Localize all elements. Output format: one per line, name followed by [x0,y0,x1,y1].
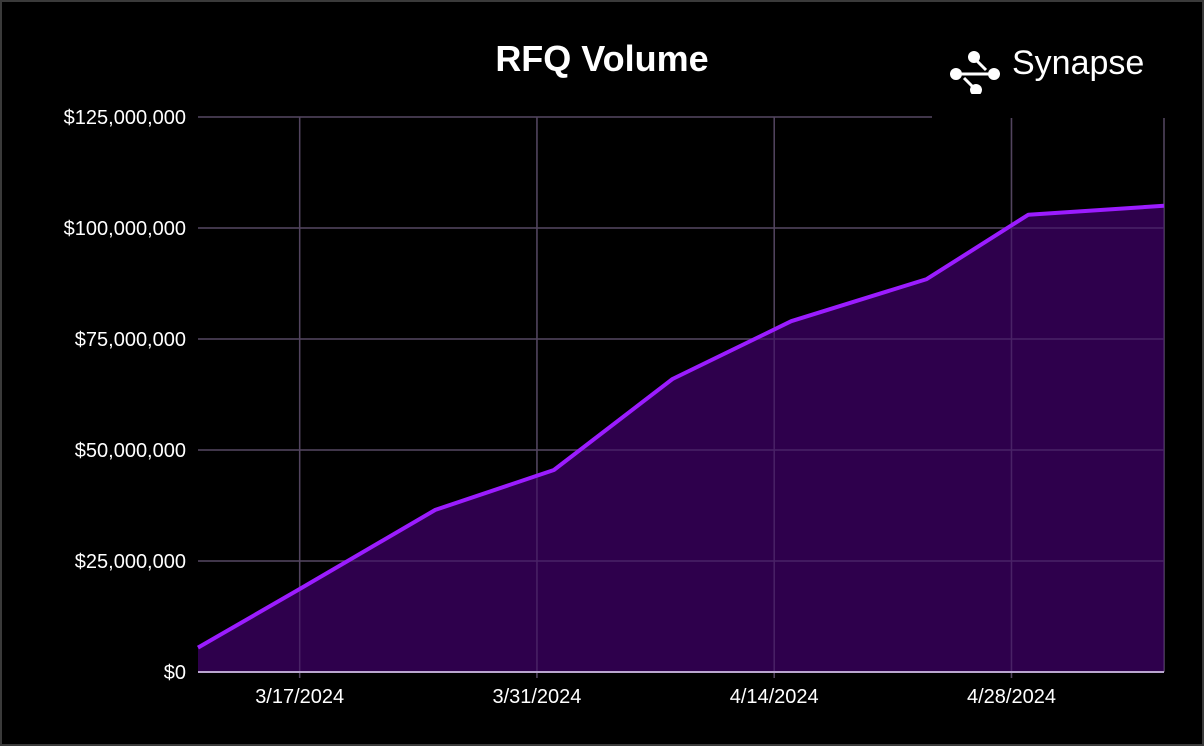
x-tick-label: 3/17/2024 [255,686,344,708]
y-tick-label: $100,000,000 [64,218,186,240]
synapse-logo-icon [950,51,1000,94]
grid-overlay [198,116,1165,678]
x-tick-label: 4/28/2024 [967,686,1056,708]
chart-title: RFQ Volume [495,38,709,79]
series-line [197,203,1165,650]
x-tick-label: 3/31/2024 [492,686,581,708]
x-tick-labels: 3/17/2024 3/31/2024 4/14/2024 4/28/2024 [255,686,1056,708]
series-area-fill [198,205,1164,673]
y-tick-label: $75,000,000 [75,329,186,351]
y-tick-label: $125,000,000 [64,107,186,129]
y-tick-label: $0 [164,662,186,684]
y-tick-labels: $0 $25,000,000 $50,000,000 $75,000,000 $100,… [64,107,186,684]
brand-name: Synapse [1012,44,1145,82]
brand-badge: Synapse [932,30,1170,118]
y-tick-label: $25,000,000 [75,551,186,573]
y-tick-label: $50,000,000 [75,440,186,462]
x-tick-label: 4/14/2024 [730,686,819,708]
